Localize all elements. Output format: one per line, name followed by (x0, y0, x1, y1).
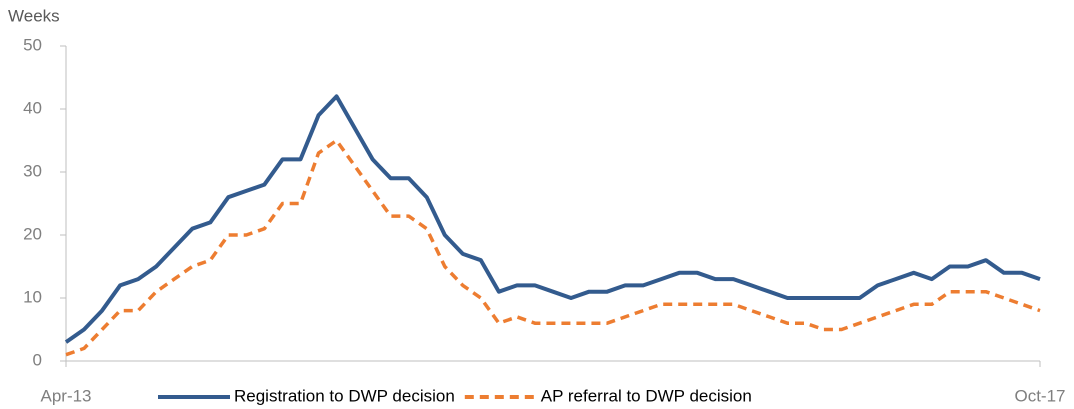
line-series (65, 138, 1041, 357)
y-tick-label: 50 (23, 35, 42, 54)
y-tick-label: 30 (23, 161, 42, 180)
y-tick-label: 20 (23, 224, 42, 243)
x-tick-label: Oct-17 (1014, 386, 1065, 405)
y-tick-label: 10 (23, 287, 42, 306)
legend-label: Registration to DWP decision (234, 386, 455, 405)
line-series (64, 94, 1041, 344)
x-tick-label: Apr-13 (40, 386, 91, 405)
y-axis-label: Weeks (8, 6, 60, 25)
legend-label: AP referral to DWP decision (541, 386, 752, 405)
y-tick-label: 40 (23, 98, 42, 117)
y-tick-label: 0 (33, 350, 42, 369)
